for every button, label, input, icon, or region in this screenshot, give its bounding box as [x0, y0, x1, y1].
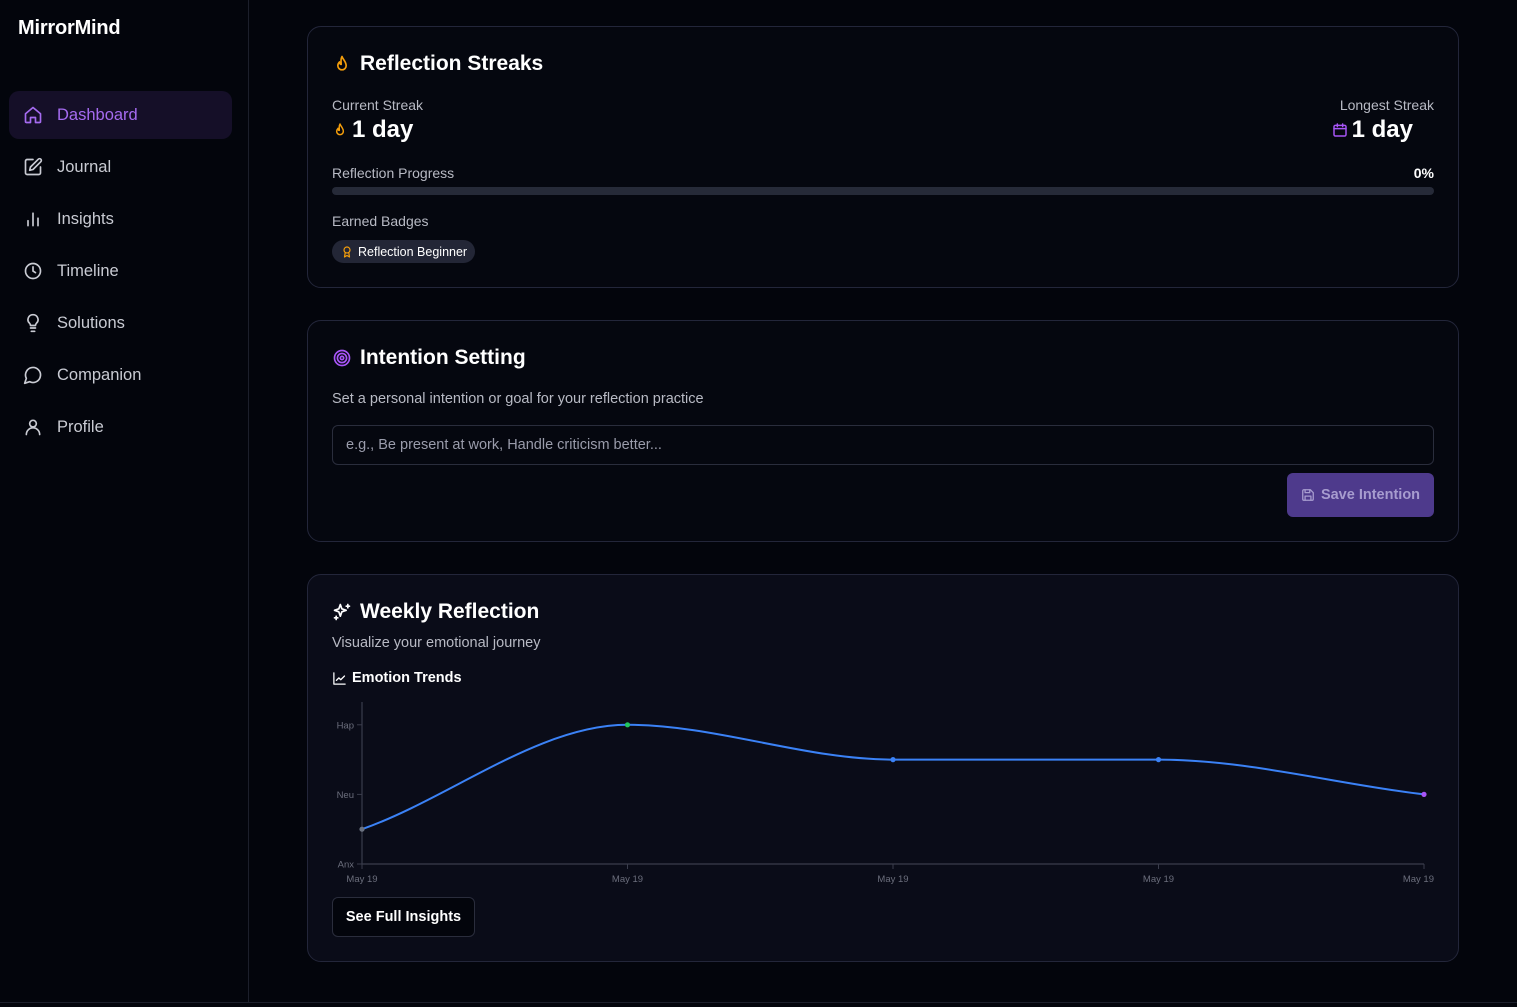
- line-chart-icon: [332, 671, 347, 686]
- reflection-progress-label: Reflection Progress: [332, 165, 455, 181]
- flame-icon: [332, 122, 348, 138]
- emotion-point: [1421, 791, 1427, 797]
- see-full-insights-button[interactable]: See Full Insights: [332, 897, 475, 937]
- y-tick-label: Hap: [337, 720, 354, 731]
- weekly-reflection-card: Weekly Reflection Visualize your emotion…: [307, 574, 1459, 962]
- sidebar: MirrorMind Dashboard Journal Insights Ti…: [0, 0, 249, 1003]
- y-tick-label: Anx: [338, 860, 355, 871]
- y-tick-label: Neu: [337, 790, 354, 801]
- calendar-icon: [1332, 122, 1348, 138]
- sidebar-item-label: Solutions: [57, 313, 125, 332]
- card-title: Reflection Streaks: [332, 52, 543, 76]
- app-logo[interactable]: MirrorMind: [18, 17, 121, 39]
- sidebar-item-solutions[interactable]: Solutions: [9, 299, 232, 347]
- longest-streak-label: Longest Streak: [1339, 97, 1434, 113]
- badge-reflection-beginner: Reflection Beginner: [332, 240, 476, 263]
- lightbulb-icon: [23, 313, 43, 333]
- card-title: Intention Setting: [332, 346, 526, 370]
- bottom-divider: [0, 1002, 1517, 1003]
- sidebar-item-label: Journal: [57, 157, 112, 176]
- x-tick-label: May 19: [346, 874, 377, 885]
- card-title: Weekly Reflection: [332, 600, 539, 624]
- sidebar-item-journal[interactable]: Journal: [9, 143, 232, 191]
- award-icon: [341, 245, 353, 258]
- sidebar-item-label: Dashboard: [57, 105, 138, 124]
- sidebar-item-label: Companion: [57, 365, 142, 384]
- sidebar-item-label: Profile: [57, 417, 104, 436]
- clock-icon: [23, 261, 43, 281]
- emotion-point: [1155, 757, 1162, 763]
- sidebar-item-insights[interactable]: Insights: [9, 195, 232, 243]
- flame-icon: [332, 54, 352, 74]
- target-icon: [332, 348, 352, 368]
- sidebar-item-label: Insights: [57, 209, 114, 228]
- x-tick-label: May 19: [612, 874, 643, 885]
- current-streak-label: Current Streak: [332, 97, 424, 113]
- reflection-streaks-card: Reflection Streaks Current Streak 1 day …: [307, 26, 1459, 288]
- reflection-progress-percent: 0%: [1413, 165, 1434, 181]
- user-icon: [23, 417, 43, 437]
- longest-streak-value: 1 day: [1332, 116, 1413, 144]
- emotion-trends-title: Emotion Trends: [332, 670, 462, 686]
- intention-description: Set a personal intention or goal for you…: [332, 391, 704, 407]
- emotion-point: [359, 826, 365, 832]
- save-intention-button[interactable]: Save Intention: [1287, 473, 1434, 517]
- weekly-subtitle: Visualize your emotional journey: [332, 635, 541, 651]
- emotion-series-line: [361, 723, 1425, 831]
- home-icon: [23, 105, 43, 125]
- x-tick-label: May 19: [1403, 874, 1434, 885]
- current-streak-value: 1 day: [332, 116, 413, 144]
- sidebar-item-timeline[interactable]: Timeline: [9, 247, 232, 295]
- chat-bubble-icon: [23, 365, 43, 385]
- sidebar-item-profile[interactable]: Profile: [9, 403, 232, 451]
- sidebar-item-dashboard[interactable]: Dashboard: [9, 91, 232, 139]
- edit-icon: [23, 157, 43, 177]
- x-tick-label: May 19: [877, 874, 908, 885]
- emotion-point: [624, 722, 631, 728]
- emotion-trends-chart: Anx Neu Hap May 19 May 19 May 19 May 19 May 19: [337, 702, 1434, 885]
- sidebar-item-label: Timeline: [57, 261, 119, 280]
- sparkles-icon: [332, 602, 352, 622]
- save-icon: [1301, 488, 1315, 502]
- x-tick-label: May 19: [1143, 874, 1174, 885]
- emotion-point: [890, 757, 896, 763]
- bar-chart-icon: [23, 209, 43, 229]
- earned-badges-label: Earned Badges: [332, 213, 429, 229]
- sidebar-item-companion[interactable]: Companion: [9, 351, 232, 399]
- intention-setting-card: Intention Setting Set a personal intenti…: [307, 320, 1459, 542]
- intention-input[interactable]: [332, 425, 1434, 465]
- sidebar-nav: Dashboard Journal Insights Timeline Solu…: [9, 91, 232, 455]
- reflection-progress-bar: [332, 187, 1434, 195]
